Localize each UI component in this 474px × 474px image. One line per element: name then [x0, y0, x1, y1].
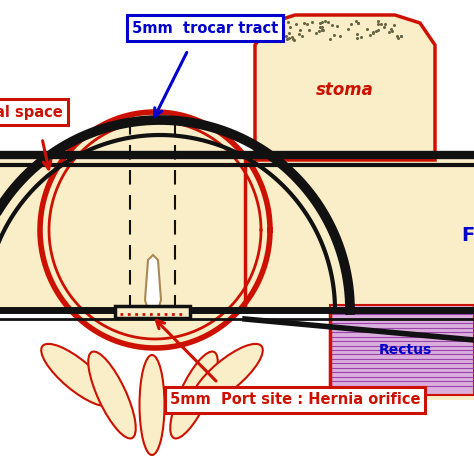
Text: 5mm  trocar tract: 5mm trocar tract: [132, 20, 278, 36]
Ellipse shape: [170, 352, 218, 438]
Text: 5mm  Port site : Hernia orifice: 5mm Port site : Hernia orifice: [170, 392, 420, 408]
Bar: [0, 155, 474, 310]
Polygon shape: [145, 255, 161, 310]
Text: F: F: [461, 226, 474, 245]
Ellipse shape: [191, 344, 263, 406]
Ellipse shape: [139, 355, 164, 455]
Bar: [330, 305, 474, 395]
Text: stoma: stoma: [316, 81, 374, 99]
Ellipse shape: [41, 344, 113, 406]
Text: Rectus: Rectus: [378, 343, 432, 357]
Bar: [245, 155, 474, 310]
Polygon shape: [40, 112, 270, 348]
Bar: [115, 306, 190, 318]
Ellipse shape: [88, 352, 136, 438]
Polygon shape: [255, 15, 435, 160]
Text: al space: al space: [0, 104, 63, 119]
Bar: [330, 310, 474, 400]
